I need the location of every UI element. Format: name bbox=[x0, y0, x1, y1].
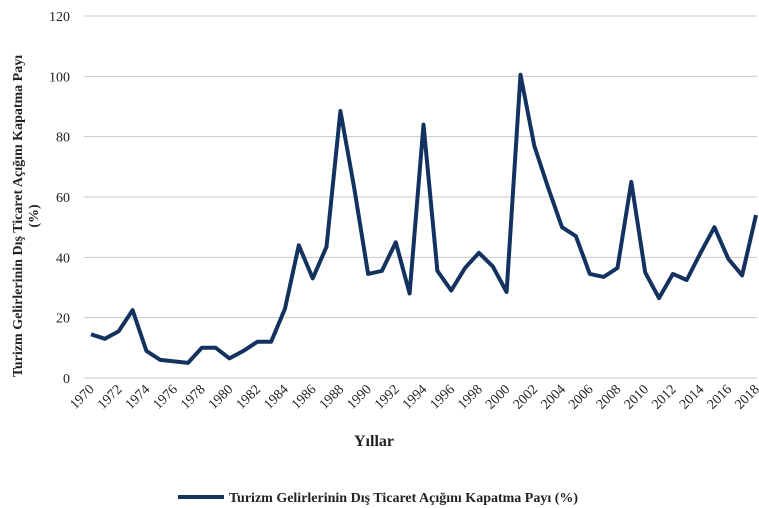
x-tick-label: 1974 bbox=[123, 382, 153, 412]
x-tick-label: 1970 bbox=[67, 382, 97, 412]
x-tick-label: 1984 bbox=[261, 382, 291, 412]
x-tick-label: 1992 bbox=[372, 382, 402, 412]
x-tick-label: 1986 bbox=[289, 382, 319, 412]
x-tick-label: 2012 bbox=[649, 382, 679, 412]
x-axis-label: Yıllar bbox=[354, 433, 394, 450]
x-tick-label: 1978 bbox=[178, 382, 208, 412]
y-axis-label: (%) bbox=[27, 204, 42, 228]
legend-label: Turizm Gelirlerinin Dış Ticaret Açığını … bbox=[229, 491, 578, 506]
x-tick-label: 1996 bbox=[428, 382, 458, 412]
x-tick-label: 2010 bbox=[622, 382, 652, 412]
x-tick-label: 1988 bbox=[317, 382, 347, 412]
y-tick-label: 20 bbox=[56, 312, 70, 327]
y-tick-label: 80 bbox=[56, 131, 70, 146]
x-tick-label: 2018 bbox=[732, 382, 759, 412]
x-tick-label: 1976 bbox=[151, 382, 181, 412]
x-tick-label: 2014 bbox=[677, 382, 707, 412]
x-tick-label: 2008 bbox=[594, 382, 624, 412]
x-tick-label: 2006 bbox=[566, 382, 596, 412]
x-tick-label: 2004 bbox=[538, 382, 568, 412]
x-tick-label: 2016 bbox=[705, 382, 735, 412]
x-tick-label: 1972 bbox=[95, 382, 125, 412]
x-tick-label: 2000 bbox=[483, 382, 513, 412]
y-tick-label: 60 bbox=[56, 191, 70, 206]
y-axis-label: Turizm Gelirlerinin Dış Ticaret Açığını … bbox=[11, 55, 26, 377]
y-tick-label: 0 bbox=[63, 372, 70, 387]
y-tick-label: 100 bbox=[49, 70, 70, 85]
y-tick-label: 40 bbox=[56, 251, 70, 266]
x-tick-label: 1990 bbox=[345, 382, 375, 412]
x-tick-label: 1982 bbox=[234, 382, 264, 412]
line bbox=[90, 72, 758, 365]
x-tick-label: 1994 bbox=[400, 382, 430, 412]
y-tick-label: 120 bbox=[49, 10, 70, 25]
x-tick-label: 1998 bbox=[455, 382, 485, 412]
x-tick-label: 1980 bbox=[206, 382, 236, 412]
x-tick-label: 2002 bbox=[511, 382, 541, 412]
